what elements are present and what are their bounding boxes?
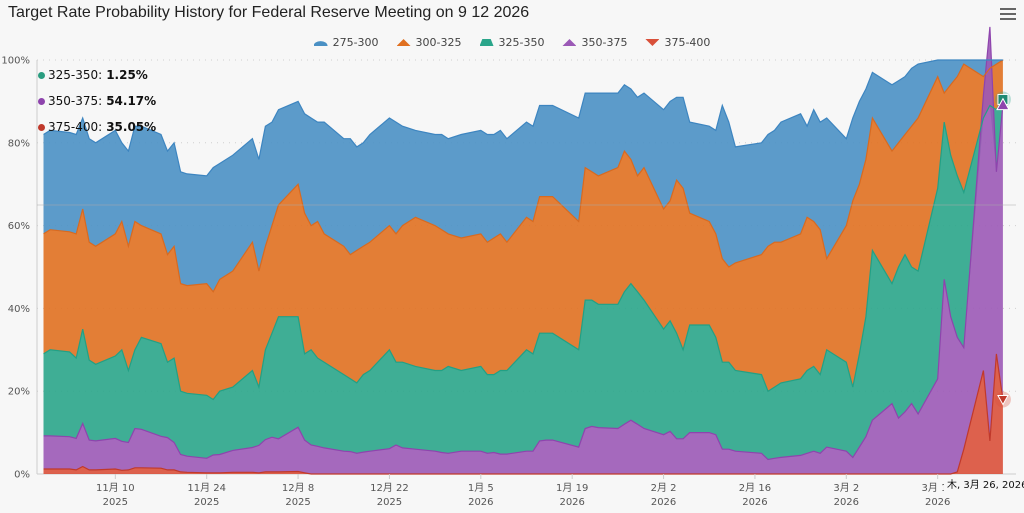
legend-label: 275-300 bbox=[332, 36, 379, 49]
legend-symbol-icon bbox=[313, 41, 328, 46]
legend-label: 350-375 bbox=[581, 36, 628, 49]
x-tick-year: 2026 bbox=[651, 497, 676, 508]
legend-label: 325-350 bbox=[498, 36, 545, 49]
x-tick-year: 2026 bbox=[925, 497, 950, 508]
x-tick-year: 2026 bbox=[834, 497, 859, 508]
x-tick-label: 1月 19 bbox=[556, 482, 588, 494]
line-325-350 bbox=[43, 99, 1004, 401]
x-tick-label: 3月 2 bbox=[833, 482, 859, 494]
legend-symbol-icon bbox=[562, 39, 577, 46]
legend-label: 375-400 bbox=[664, 36, 711, 49]
x-tick-label: 11月 24 bbox=[187, 482, 226, 494]
y-tick-label: 80% bbox=[8, 138, 30, 149]
line-350-375 bbox=[43, 26, 1004, 461]
legend-label: 300-325 bbox=[415, 36, 462, 49]
x-tick-year: 2025 bbox=[103, 497, 128, 508]
legend: 275-300 300-325 325-350 350-375 375-400 bbox=[0, 36, 1024, 49]
chart-title: Target Rate Probability History for Fede… bbox=[8, 4, 530, 21]
y-tick-label: 60% bbox=[8, 221, 30, 232]
hamburger-menu-icon[interactable] bbox=[1000, 8, 1016, 22]
line-275-300 bbox=[43, 59, 1003, 177]
x-tick-year: 2026 bbox=[468, 497, 493, 508]
line-300-325 bbox=[43, 59, 1004, 293]
legend-item-375-400[interactable]: 375-400 bbox=[645, 36, 710, 49]
y-tick-label: 20% bbox=[8, 387, 30, 398]
legend-symbol-icon bbox=[479, 39, 494, 46]
crosshair-date-label: 木, 3月 26, 2026 bbox=[944, 476, 1024, 491]
legend-item-275-300[interactable]: 275-300 bbox=[313, 36, 379, 49]
legend-symbol-icon bbox=[396, 39, 411, 46]
area-325-350 bbox=[43, 99, 1003, 460]
x-tick-label: 12月 8 bbox=[282, 482, 314, 494]
x-tick-year: 2026 bbox=[559, 497, 584, 508]
y-tick-label: 0% bbox=[14, 470, 30, 481]
marker-375-400 bbox=[997, 394, 1009, 406]
x-tick-label: 2月 2 bbox=[651, 482, 677, 494]
legend-symbol-icon bbox=[645, 39, 660, 46]
x-tick-year: 2025 bbox=[194, 497, 219, 508]
x-tick-year: 2025 bbox=[377, 497, 402, 508]
legend-item-325-350[interactable]: 325-350 bbox=[479, 36, 545, 49]
legend-item-300-325[interactable]: 300-325 bbox=[396, 36, 462, 49]
line-375-400 bbox=[43, 353, 1004, 475]
x-tick-label: 1月 5 bbox=[468, 482, 494, 494]
x-tick-year: 2025 bbox=[285, 497, 310, 508]
y-tick-label: 40% bbox=[8, 304, 30, 315]
legend-item-350-375[interactable]: 350-375 bbox=[562, 36, 627, 49]
y-tick-label: 100% bbox=[1, 56, 30, 67]
marker-350-375 bbox=[996, 97, 1010, 111]
area-300-325 bbox=[43, 60, 1003, 400]
x-tick-year: 2026 bbox=[742, 497, 767, 508]
x-tick-label: 2月 16 bbox=[739, 482, 771, 494]
area-275-300 bbox=[43, 60, 1003, 292]
x-tick-label: 12月 22 bbox=[370, 482, 409, 494]
x-tick-label: 11月 10 bbox=[96, 482, 135, 494]
